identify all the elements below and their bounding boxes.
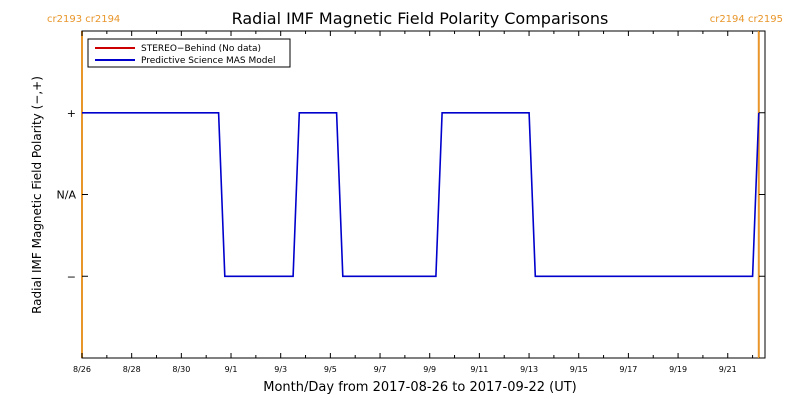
x-tick-label: 9/19 [669, 365, 687, 374]
x-tick-label: 9/1 [225, 365, 238, 374]
y-axis-label: Radial IMF Magnetic Field Polarity (−,+) [30, 76, 44, 314]
carrington-label-left: cr2193 cr2194 [47, 14, 120, 25]
series-line-1 [82, 112, 760, 278]
x-tick-label: 9/21 [719, 365, 737, 374]
legend: STEREO−Behind (No data) Predictive Scien… [87, 38, 291, 68]
y-tick-label: − [67, 270, 76, 283]
x-tick-label: 9/15 [570, 365, 588, 374]
y-tick-label: + [67, 107, 76, 120]
legend-label-mas: Predictive Science MAS Model [141, 56, 276, 66]
x-tick-label: 9/5 [324, 365, 337, 374]
x-tick-label: 8/30 [172, 365, 190, 374]
legend-label-stereo: STEREO−Behind (No data) [141, 44, 261, 54]
x-tick-label: 9/7 [374, 365, 387, 374]
x-tick-label: 9/3 [274, 365, 287, 374]
legend-box [87, 38, 291, 68]
x-axis-label: Month/Day from 2017-08-26 to 2017-09-22 … [263, 380, 576, 395]
x-tick-label: 9/13 [520, 365, 538, 374]
x-tick-label: 9/9 [423, 365, 436, 374]
chart-title: Radial IMF Magnetic Field Polarity Compa… [232, 9, 609, 28]
x-tick-label: 9/11 [470, 365, 488, 374]
x-tick-label: 8/28 [123, 365, 141, 374]
x-tick-label: 9/17 [619, 365, 637, 374]
y-tick-label: N/A [57, 189, 77, 202]
carrington-label-right: cr2194 cr2195 [710, 14, 783, 25]
plot-area [81, 30, 766, 359]
x-tick-label: 8/26 [73, 365, 91, 374]
